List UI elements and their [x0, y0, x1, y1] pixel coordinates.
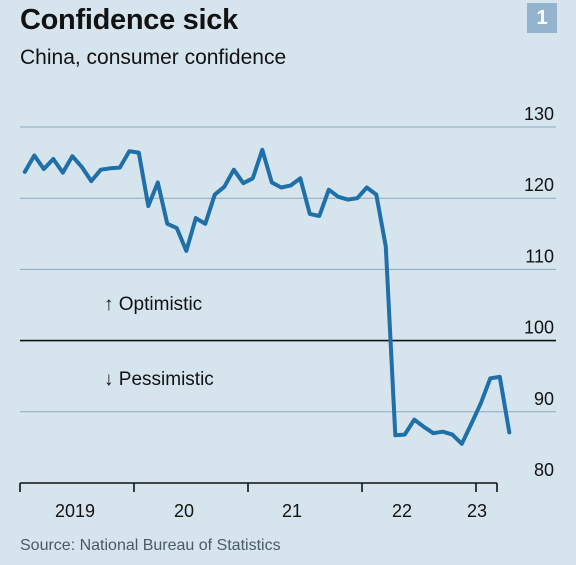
y-tick-label: 110 [525, 246, 554, 266]
annotation-optimistic: ↑ Optimistic [104, 294, 202, 315]
y-tick-label: 80 [534, 460, 554, 480]
series-group [22, 147, 512, 446]
annotations: ↑ Optimistic ↓ Pessimistic [104, 294, 214, 390]
chart-number-badge: 1 [527, 3, 557, 33]
annotation-pessimistic: ↓ Pessimistic [104, 369, 214, 390]
chart-subtitle: China, consumer confidence [20, 46, 287, 69]
x-tick-label: 2019 [55, 501, 95, 521]
x-tick-label: 20 [174, 501, 194, 521]
gridlines [20, 126, 556, 413]
chart-title: Confidence sick [20, 4, 238, 36]
y-tick-label: 130 [524, 104, 554, 124]
x-axis: 2019 20 21 22 23 [19, 482, 498, 521]
x-tick-label: 21 [282, 501, 302, 521]
y-tick-label: 120 [524, 175, 554, 195]
source-note: Source: National Bureau of Statistics [20, 537, 281, 554]
y-tick-label: 90 [534, 389, 554, 409]
x-tick-label: 23 [467, 501, 487, 521]
y-tick-labels: 80 90 100 110 120 130 [524, 104, 554, 480]
y-tick-label: 100 [524, 318, 554, 338]
x-tick-label: 22 [392, 501, 412, 521]
series-line-consumer-confidence [22, 147, 512, 446]
